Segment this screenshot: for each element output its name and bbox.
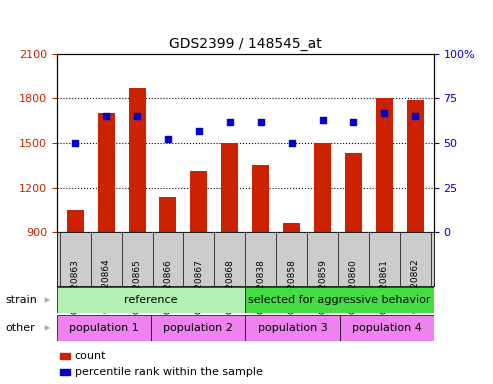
Point xyxy=(411,113,419,119)
Bar xyxy=(151,315,245,341)
Point xyxy=(350,119,357,125)
Bar xyxy=(407,100,424,232)
Bar xyxy=(221,143,238,232)
Text: reference: reference xyxy=(124,295,178,305)
Bar xyxy=(314,143,331,232)
Text: selected for aggressive behavior: selected for aggressive behavior xyxy=(248,295,431,305)
Bar xyxy=(129,88,145,232)
Text: population 1: population 1 xyxy=(69,323,139,333)
Point xyxy=(71,140,79,146)
Bar xyxy=(67,210,84,232)
Bar xyxy=(283,223,300,232)
Text: count: count xyxy=(75,351,106,361)
Bar xyxy=(190,171,208,232)
Point xyxy=(164,136,172,142)
Bar xyxy=(345,154,362,232)
Title: GDS2399 / 148545_at: GDS2399 / 148545_at xyxy=(169,37,321,51)
Bar xyxy=(159,197,176,232)
Bar xyxy=(57,287,245,313)
Bar xyxy=(61,369,70,375)
Point xyxy=(288,140,296,146)
Bar xyxy=(340,315,434,341)
Text: strain: strain xyxy=(5,295,37,305)
Bar xyxy=(61,353,70,359)
Text: percentile rank within the sample: percentile rank within the sample xyxy=(75,367,263,377)
Point xyxy=(318,117,326,123)
Text: population 3: population 3 xyxy=(257,323,327,333)
Bar xyxy=(252,166,269,232)
Text: population 4: population 4 xyxy=(352,323,422,333)
Bar xyxy=(57,315,151,341)
Text: population 2: population 2 xyxy=(163,323,233,333)
Point xyxy=(195,127,203,134)
Point xyxy=(133,113,141,119)
Point xyxy=(102,113,110,119)
Point xyxy=(381,109,388,116)
Text: other: other xyxy=(5,323,35,333)
Point xyxy=(226,119,234,125)
Bar xyxy=(245,287,434,313)
Point xyxy=(257,119,265,125)
Bar xyxy=(98,113,115,232)
Bar xyxy=(376,98,393,232)
Bar xyxy=(245,315,340,341)
